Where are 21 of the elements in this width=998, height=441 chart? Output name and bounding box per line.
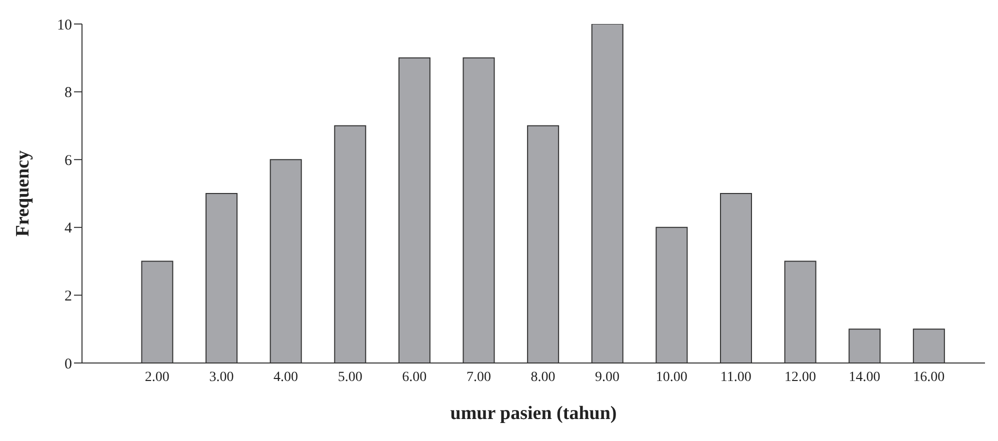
x-tick-label: 2.00 [144,370,170,385]
y-tick-label: 2 [64,288,72,305]
x-tick-label: 11.00 [720,370,752,385]
x-tick-label: 14.00 [848,370,880,385]
x-tick-label: 10.00 [656,370,688,385]
y-axis-title: Frequency [12,150,34,237]
x-tick-label: 7.00 [466,370,491,385]
x-tick-label: 3.00 [209,370,234,385]
y-tick-label: 4 [64,220,72,237]
y-tick-label: 8 [64,85,72,102]
x-tick-label: 8.00 [530,370,556,385]
x-axis-title: umur pasien (tahun) [450,403,617,424]
x-tick-label: 5.00 [338,370,362,385]
y-tick-label: 0 [64,356,72,372]
x-tick-label: 9.00 [595,370,620,385]
y-tick-label: 10 [57,17,72,34]
x-tick-label: 12.00 [784,370,816,385]
x-tick-label: 16.00 [913,370,945,385]
x-tick-label: 6.00 [402,370,427,385]
y-tick-label: 6 [64,152,72,169]
x-tick-label: 4.00 [274,370,298,385]
